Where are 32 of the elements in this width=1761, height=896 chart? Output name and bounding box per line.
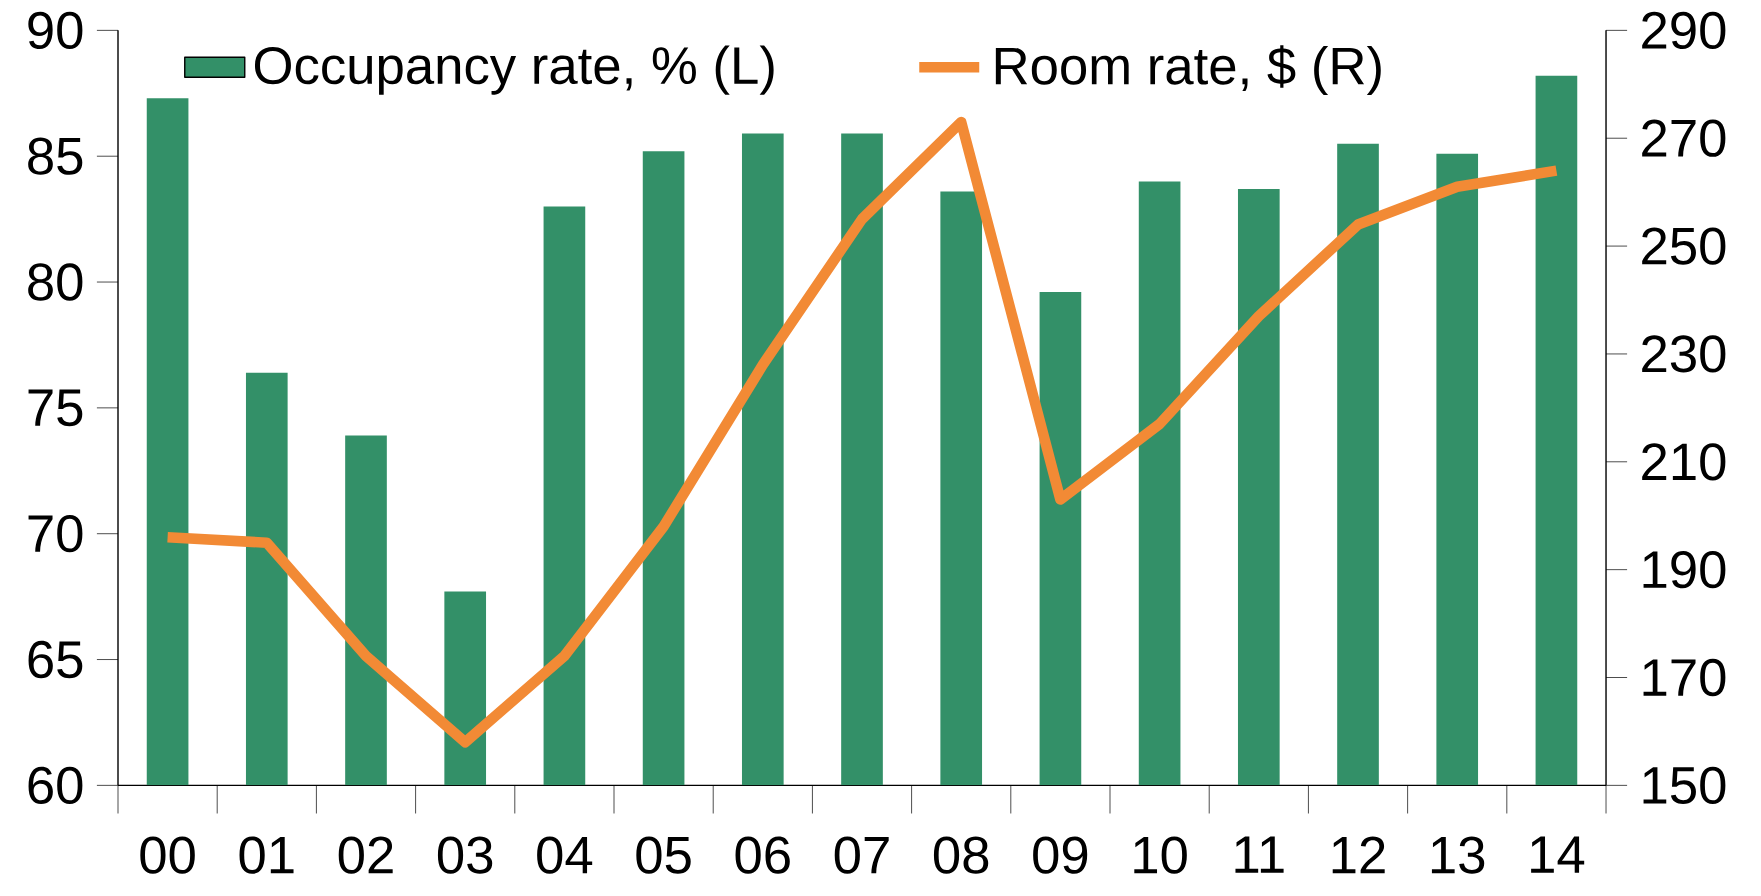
y-tick-label: 90 xyxy=(28,11,83,49)
y2-tick-label: 230 xyxy=(1642,335,1726,373)
y2-tick-label: 290 xyxy=(1642,11,1726,49)
x-tick-label: 05 xyxy=(636,836,691,874)
x-tick-label: 08 xyxy=(933,836,989,874)
x-tick-label: 00 xyxy=(140,836,195,874)
y-tick-label: 75 xyxy=(28,389,83,427)
y2-tick-label: 210 xyxy=(1642,442,1726,481)
x-tick-label: 04 xyxy=(537,836,593,874)
x-tick-label: 01 xyxy=(239,836,294,874)
y-tick-label: 85 xyxy=(28,137,83,175)
x-tick-label: 11 xyxy=(1235,836,1284,873)
y2-tick-label: 150 xyxy=(1643,766,1726,804)
legend-label: Occupancy rate, % (L) xyxy=(254,45,774,95)
y-tick-label: 80 xyxy=(28,263,83,301)
x-tick-label: 07 xyxy=(834,836,889,874)
x-tick-label: 13 xyxy=(1431,836,1485,874)
x-tick-label: 14 xyxy=(1531,836,1585,873)
x-tick-label: 06 xyxy=(735,836,790,874)
x-tick-label: 09 xyxy=(1033,836,1088,874)
y-tick-label: 65 xyxy=(28,640,83,678)
x-tick-label: 12 xyxy=(1332,836,1385,874)
y-tick-label: 70 xyxy=(28,514,83,553)
y2-tick-label: 270 xyxy=(1642,119,1726,157)
x-tick-label: 03 xyxy=(437,836,493,874)
y-tick-label: 60 xyxy=(28,766,83,804)
y2-tick-label: 170 xyxy=(1643,658,1726,696)
y2-tick-label: 190 xyxy=(1643,550,1726,589)
legend-label: Room rate, $ (R) xyxy=(995,44,1381,95)
y2-tick-label: 250 xyxy=(1642,227,1726,265)
x-tick-label: 10 xyxy=(1134,836,1187,874)
x-tick-label: 02 xyxy=(338,836,393,874)
